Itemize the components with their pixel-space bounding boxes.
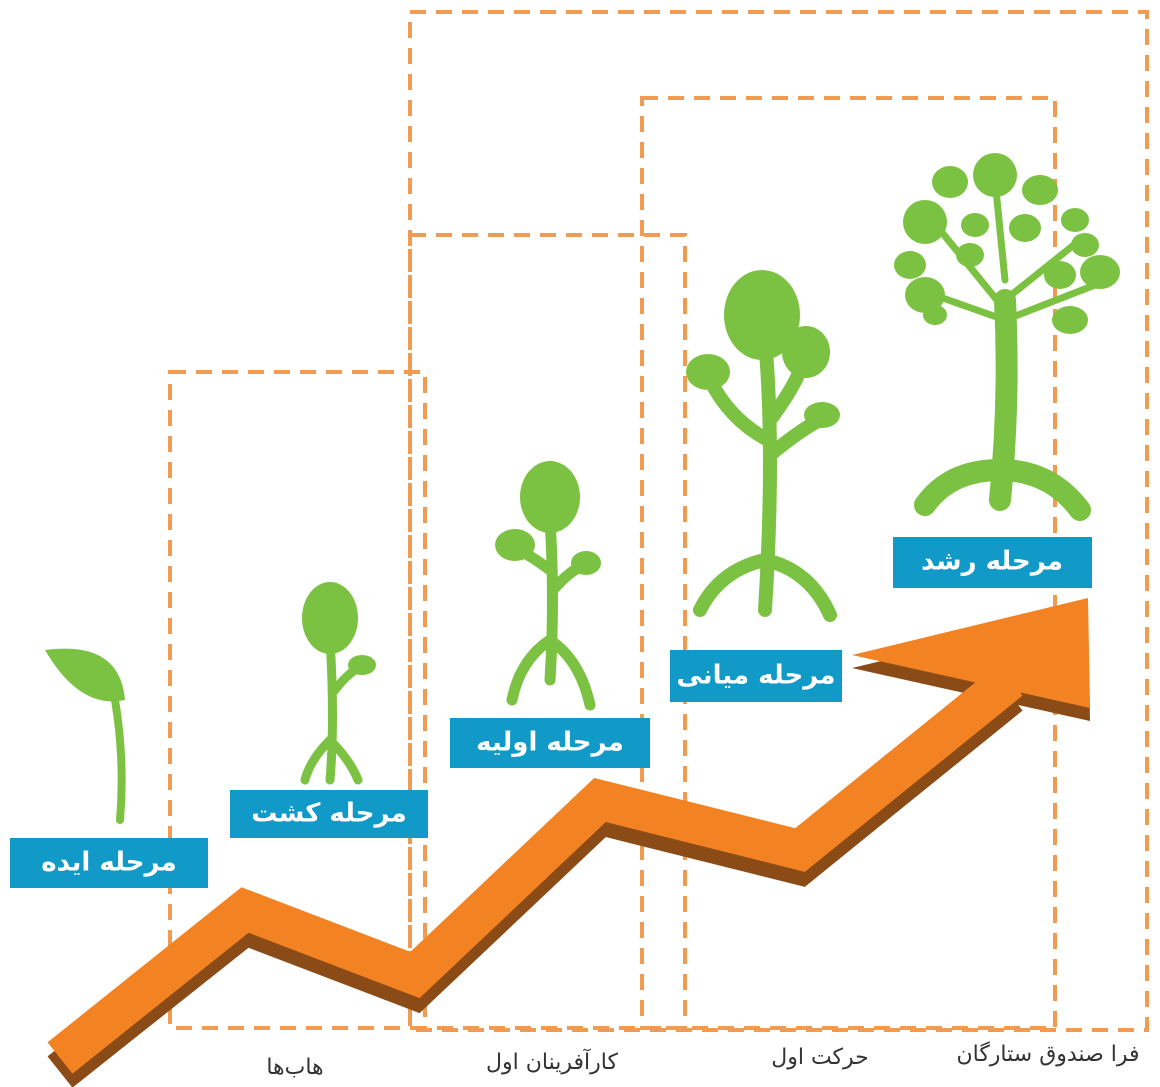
stage-label: مرحله اولیه [450, 718, 650, 768]
plant-medium [686, 270, 840, 615]
stage-label: مرحله کشت [230, 790, 428, 838]
group-label: کارآفرینان اول [486, 1048, 618, 1075]
stage-label: مرحله رشد [893, 537, 1092, 588]
group-label: هاب‌ها [266, 1055, 323, 1080]
plant-young [495, 461, 601, 705]
stage-text: مرحله رشد [921, 547, 1063, 577]
stage-text: مرحله ایده [41, 848, 176, 878]
plant-seed [45, 649, 125, 820]
group-label: حرکت اول [771, 1045, 869, 1070]
plant-sprout [302, 582, 376, 780]
diagram: مرحله ایده مرحله کشت مرحله اولیه مرحله م… [0, 0, 1160, 1087]
plant-tree [894, 153, 1120, 510]
stage-label: مرحله میانی [670, 650, 842, 702]
stage-label: مرحله ایده [10, 838, 208, 888]
stage-text: مرحله کشت [251, 799, 407, 829]
group-label: فرا صندوق ستارگان [956, 1041, 1139, 1067]
stage-text: مرحله میانی [677, 661, 836, 691]
stage-text: مرحله اولیه [476, 728, 624, 758]
